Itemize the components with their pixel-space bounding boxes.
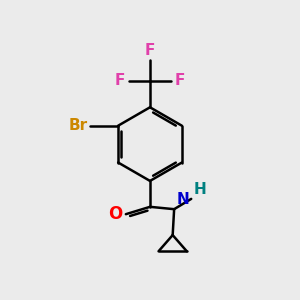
Text: N: N xyxy=(177,192,190,207)
Text: O: O xyxy=(108,205,122,223)
Text: H: H xyxy=(194,182,206,197)
Text: F: F xyxy=(175,73,185,88)
Text: F: F xyxy=(115,73,125,88)
Text: Br: Br xyxy=(69,118,88,133)
Text: F: F xyxy=(145,43,155,58)
